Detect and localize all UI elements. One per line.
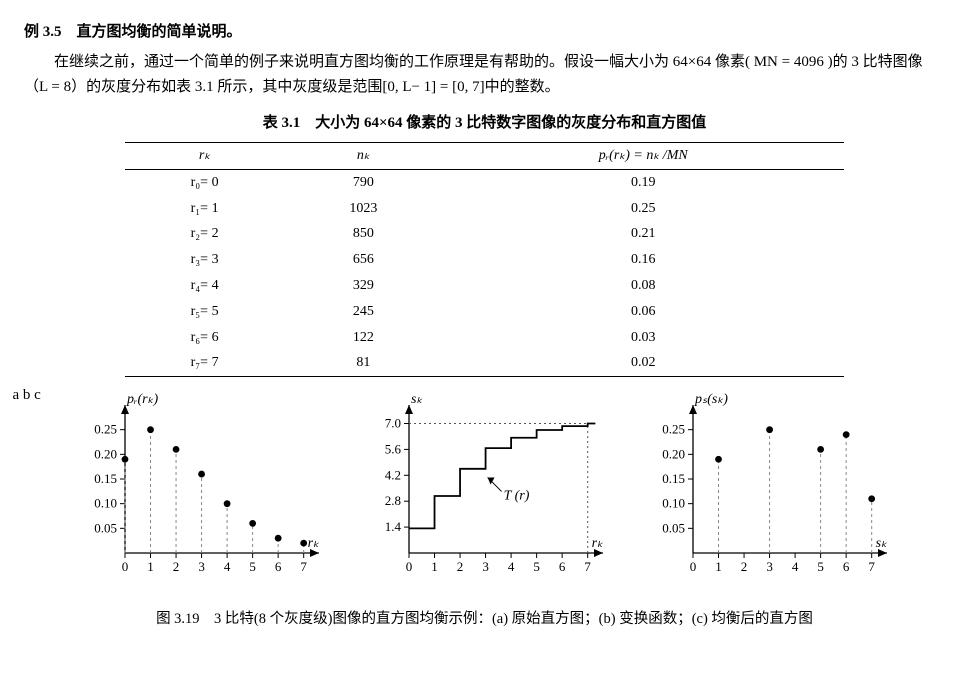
table-caption: 表 3.1 大小为 64×64 像素的 3 比特数字图像的灰度分布和直方图值 xyxy=(24,111,945,137)
table-cell: 0.08 xyxy=(443,273,844,299)
chart-c: 0 1 2 3 4 5 6 7 0.05 0.10 0.15 0.20 0.25 pₛ(sₖ) sₖ xyxy=(639,391,899,591)
svg-text:1: 1 xyxy=(147,559,154,574)
svg-text:2.8: 2.8 xyxy=(384,493,400,508)
svg-text:0.05: 0.05 xyxy=(662,521,685,536)
svg-text:1.4: 1.4 xyxy=(384,519,401,534)
table-cell: 0.21 xyxy=(443,221,844,247)
table-cell: 790 xyxy=(284,169,443,195)
svg-text:2: 2 xyxy=(740,559,747,574)
svg-text:sₖ: sₖ xyxy=(411,392,423,407)
svg-text:pᵣ(rₖ): pᵣ(rₖ) xyxy=(126,392,159,407)
table-cell: 0.19 xyxy=(443,169,844,195)
table-cell: 122 xyxy=(284,325,443,351)
svg-text:0: 0 xyxy=(121,559,128,574)
table-cell: 0.02 xyxy=(443,350,844,376)
svg-text:0.15: 0.15 xyxy=(94,471,117,486)
svg-text:0.05: 0.05 xyxy=(94,521,117,536)
svg-text:0: 0 xyxy=(689,559,696,574)
table-cell: r₄= 4 xyxy=(125,273,284,299)
svg-text:3: 3 xyxy=(198,559,205,574)
table-row: r₃= 36560.16 xyxy=(125,247,843,273)
table-cell: 329 xyxy=(284,273,443,299)
charts-row: a b c 012345670.050.100.150.200.25pᵣ(rₖ)… xyxy=(24,391,945,601)
table-row: r₄= 43290.08 xyxy=(125,273,843,299)
svg-text:0: 0 xyxy=(405,559,412,574)
svg-text:1: 1 xyxy=(431,559,438,574)
svg-text:0.25: 0.25 xyxy=(94,422,117,437)
svg-text:2: 2 xyxy=(456,559,463,574)
table-row: r₅= 52450.06 xyxy=(125,299,843,325)
table-cell: r₇= 7 xyxy=(125,350,284,376)
table-header: rₖ xyxy=(125,143,284,170)
table-header: nₖ xyxy=(284,143,443,170)
table-cell: 0.25 xyxy=(443,196,844,222)
table-header: pᵣ(rₖ) = nₖ /MN xyxy=(443,143,844,170)
table-cell: 245 xyxy=(284,299,443,325)
chart-b: 0 1 2 3 4 5 6 7 1.4 2.8 4.2 5.6 7.0 sₖ rₖ T (r) xyxy=(355,391,615,591)
table-row: r₀= 07900.19 xyxy=(125,169,843,195)
svg-text:1: 1 xyxy=(715,559,722,574)
table-cell: 0.03 xyxy=(443,325,844,351)
table-row: r₆= 61220.03 xyxy=(125,325,843,351)
svg-text:2: 2 xyxy=(172,559,179,574)
svg-text:rₖ: rₖ xyxy=(591,536,603,551)
table-cell: r₀= 0 xyxy=(125,169,284,195)
svg-text:0.20: 0.20 xyxy=(94,447,117,462)
svg-text:5.6: 5.6 xyxy=(384,442,401,457)
table-cell: r₃= 3 xyxy=(125,247,284,273)
svg-text:0.20: 0.20 xyxy=(662,447,685,462)
example-heading: 例 3.5 直方图均衡的简单说明。 xyxy=(24,20,945,46)
svg-text:0.15: 0.15 xyxy=(662,471,685,486)
table-cell: 1023 xyxy=(284,196,443,222)
figure-caption: 图 3.19 3 比特(8 个灰度级)图像的直方图均衡示例：(a) 原始直方图；… xyxy=(24,607,945,632)
svg-text:pₛ(sₖ): pₛ(sₖ) xyxy=(694,392,728,407)
table-row: r₁= 110230.25 xyxy=(125,196,843,222)
table-cell: r₂= 2 xyxy=(125,221,284,247)
table-cell: 0.16 xyxy=(443,247,844,273)
svg-text:7: 7 xyxy=(868,559,875,574)
table-cell: 81 xyxy=(284,350,443,376)
svg-text:0.10: 0.10 xyxy=(662,496,685,511)
chart-a: 0 1 2 3 4 5 6 7 0.05 0.10 0.15 0.20 0.25 pᵣ(rₖ) rₖ xyxy=(71,391,331,591)
table-cell: 0.06 xyxy=(443,299,844,325)
table-cell: r₁= 1 xyxy=(125,196,284,222)
svg-text:4.2: 4.2 xyxy=(384,467,400,482)
svg-text:7: 7 xyxy=(300,559,307,574)
svg-text:0.10: 0.10 xyxy=(94,496,117,511)
intro-paragraph: 在继续之前，通过一个简单的例子来说明直方图均衡的工作原理是有帮助的。假设一幅大小… xyxy=(24,50,945,101)
svg-text:4: 4 xyxy=(507,559,514,574)
table-row: r₇= 7810.02 xyxy=(125,350,843,376)
svg-text:4: 4 xyxy=(223,559,230,574)
table-cell: 850 xyxy=(284,221,443,247)
table-cell: r₆= 6 xyxy=(125,325,284,351)
svg-text:4: 4 xyxy=(791,559,798,574)
table-row: r₂= 28500.21 xyxy=(125,221,843,247)
svg-text:T (r): T (r) xyxy=(503,489,529,504)
abc-label: a b c xyxy=(13,383,41,409)
svg-text:6: 6 xyxy=(274,559,281,574)
gray-table: rₖnₖpᵣ(rₖ) = nₖ /MN r₀= 07900.19r₁= 1102… xyxy=(125,142,843,377)
table-cell: 656 xyxy=(284,247,443,273)
svg-text:7: 7 xyxy=(584,559,591,574)
svg-text:6: 6 xyxy=(842,559,849,574)
svg-text:7.0: 7.0 xyxy=(384,416,400,431)
svg-text:5: 5 xyxy=(533,559,540,574)
svg-text:6: 6 xyxy=(558,559,565,574)
svg-text:3: 3 xyxy=(482,559,489,574)
svg-text:rₖ: rₖ xyxy=(307,536,319,551)
svg-text:3: 3 xyxy=(766,559,773,574)
svg-text:0.25: 0.25 xyxy=(662,422,685,437)
svg-text:sₖ: sₖ xyxy=(875,536,887,551)
svg-text:5: 5 xyxy=(249,559,256,574)
table-cell: r₅= 5 xyxy=(125,299,284,325)
svg-text:5: 5 xyxy=(817,559,824,574)
